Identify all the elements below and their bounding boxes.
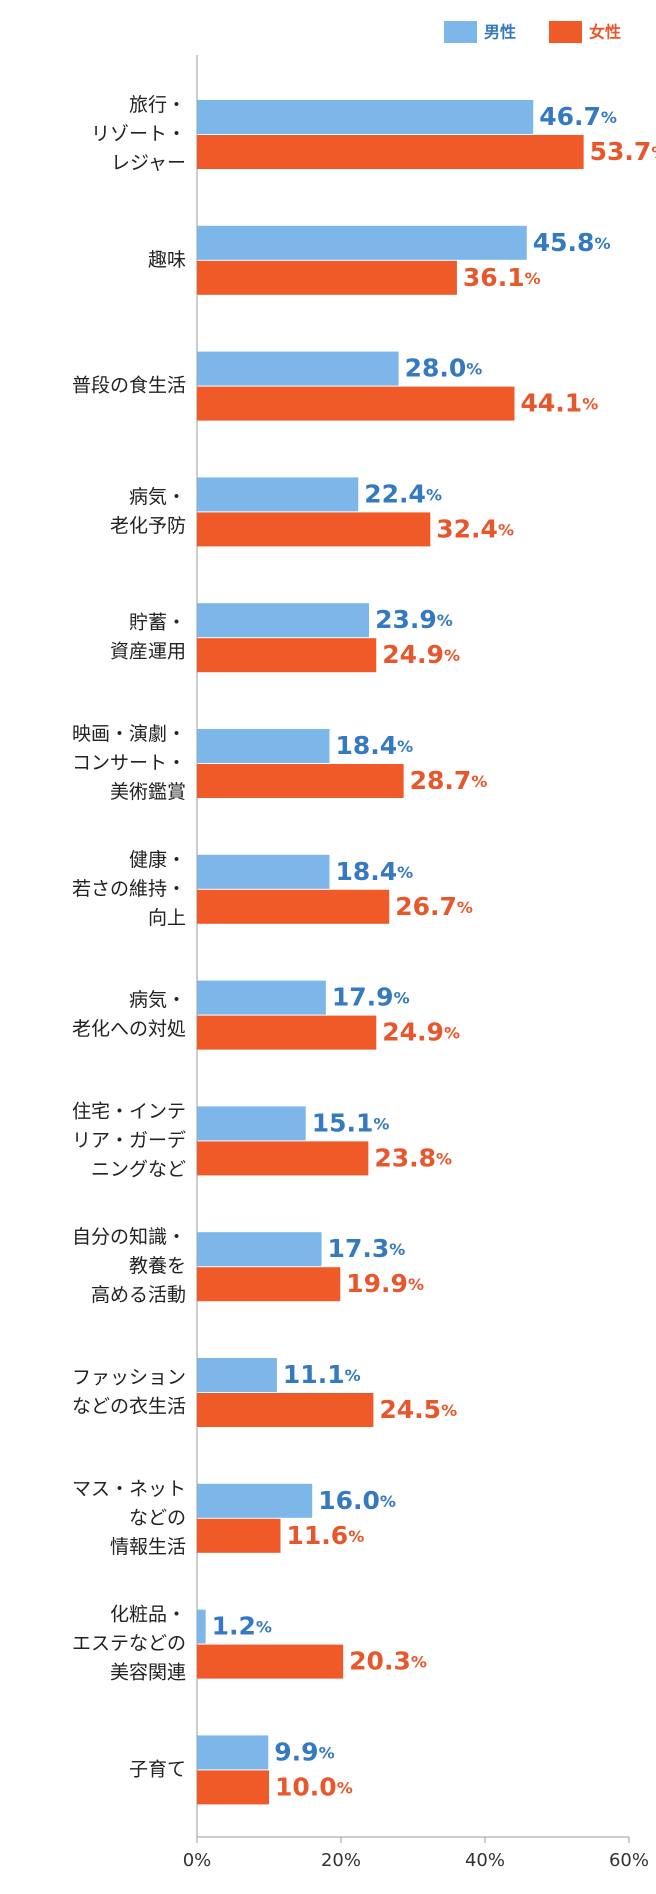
value-label: 15.1% [312, 1108, 390, 1137]
value-label: 26.7% [395, 892, 473, 921]
value-label: 23.8% [374, 1143, 452, 1172]
category-label: 資産運用 [110, 641, 186, 663]
bar [197, 1267, 341, 1302]
category-label: 老化への対処 [72, 1018, 186, 1040]
category-label: 趣味 [148, 249, 186, 271]
category-label: ニングなど [91, 1158, 186, 1180]
bar [197, 100, 534, 134]
bar [197, 477, 359, 512]
x-tick-label: 0% [183, 1850, 212, 1871]
value-label: 11.1% [283, 1360, 361, 1389]
value-label: 20.3% [349, 1647, 427, 1676]
x-tick-label: 60% [609, 1850, 649, 1871]
value-label: 16.0% [318, 1486, 396, 1515]
category-label: 老化予防 [110, 515, 186, 537]
value-label: 28.0% [405, 354, 483, 383]
value-label: 18.4% [335, 857, 413, 886]
bar [197, 1232, 322, 1267]
category-label: 美容関連 [110, 1662, 186, 1684]
bar [197, 764, 404, 798]
category-label: などの [129, 1507, 186, 1529]
category-label: 住宅・インテ [72, 1100, 186, 1122]
category-label: リゾート・ [91, 123, 186, 145]
category-label: 普段の食生活 [72, 375, 186, 397]
bar [197, 638, 377, 673]
value-label: 32.4% [436, 514, 514, 543]
bar [197, 854, 330, 889]
value-label: 10.0% [275, 1772, 353, 1801]
category-label: エステなどの [72, 1633, 186, 1655]
category-label: マス・ネット [72, 1478, 186, 1500]
value-label: 24.9% [382, 1018, 460, 1047]
value-label: 9.9% [274, 1737, 334, 1766]
bar [197, 1735, 269, 1770]
bar [197, 1518, 281, 1553]
bar [197, 1358, 277, 1392]
category-label: コンサート・ [72, 752, 186, 774]
value-label: 17.9% [332, 983, 410, 1012]
bar [197, 603, 370, 638]
category-label: 向上 [148, 907, 186, 929]
category-label: レジャー [111, 152, 186, 174]
bar [197, 1644, 344, 1679]
category-label: 映画・演劇・ [72, 723, 186, 745]
value-label: 45.8% [533, 228, 611, 257]
category-label: ファッション [72, 1367, 186, 1389]
bar [197, 1141, 369, 1176]
value-label: 18.4% [335, 731, 413, 760]
category-label: 情報生活 [110, 1536, 186, 1558]
category-label: 教養を [129, 1255, 186, 1277]
category-label: 病気・ [129, 486, 186, 508]
category-label: 子育て [129, 1758, 186, 1780]
value-label: 11.6% [287, 1521, 365, 1550]
bar [197, 512, 431, 547]
bar [197, 1106, 306, 1141]
bar [197, 260, 457, 295]
bar [197, 1483, 313, 1518]
bar [197, 386, 515, 421]
value-label: 24.5% [379, 1395, 457, 1424]
bar [197, 729, 330, 763]
value-label: 23.9% [375, 605, 453, 634]
category-label: 旅行・ [129, 94, 186, 116]
value-label: 1.2% [212, 1612, 272, 1641]
category-label: リア・ガーデ [72, 1129, 186, 1151]
value-label: 53.7% [590, 137, 656, 166]
bar [197, 1015, 377, 1050]
category-label: 貯蓄・ [129, 612, 186, 634]
bar [197, 1770, 269, 1805]
category-label: 化粧品・ [110, 1604, 186, 1626]
bar [197, 980, 326, 1015]
bar [197, 1393, 374, 1427]
category-label: 病気・ [129, 989, 186, 1011]
x-tick-label: 40% [465, 1850, 505, 1871]
value-label: 44.1% [521, 389, 599, 418]
bar [197, 889, 390, 924]
category-label: 自分の知識・ [72, 1226, 186, 1248]
legend-label: 女性 [589, 23, 621, 42]
category-label: 若さの維持・ [72, 878, 186, 900]
legend-label: 男性 [484, 23, 516, 42]
value-label: 22.4% [364, 479, 442, 508]
category-label: などの衣生活 [72, 1396, 186, 1418]
bar [197, 225, 527, 260]
legend-swatch [444, 21, 477, 43]
value-label: 28.7% [410, 766, 488, 795]
bar [197, 351, 399, 386]
value-label: 36.1% [463, 263, 541, 292]
x-tick-label: 20% [321, 1850, 361, 1871]
value-label: 46.7% [539, 102, 617, 131]
value-label: 17.3% [328, 1234, 406, 1263]
legend-swatch [549, 21, 582, 43]
value-label: 19.9% [346, 1269, 424, 1298]
value-label: 24.9% [382, 640, 460, 669]
bar [197, 1609, 206, 1644]
category-label: 健康・ [129, 849, 186, 871]
category-label: 美術鑑賞 [110, 781, 186, 803]
bar [197, 135, 584, 169]
category-label: 高める活動 [91, 1284, 186, 1306]
